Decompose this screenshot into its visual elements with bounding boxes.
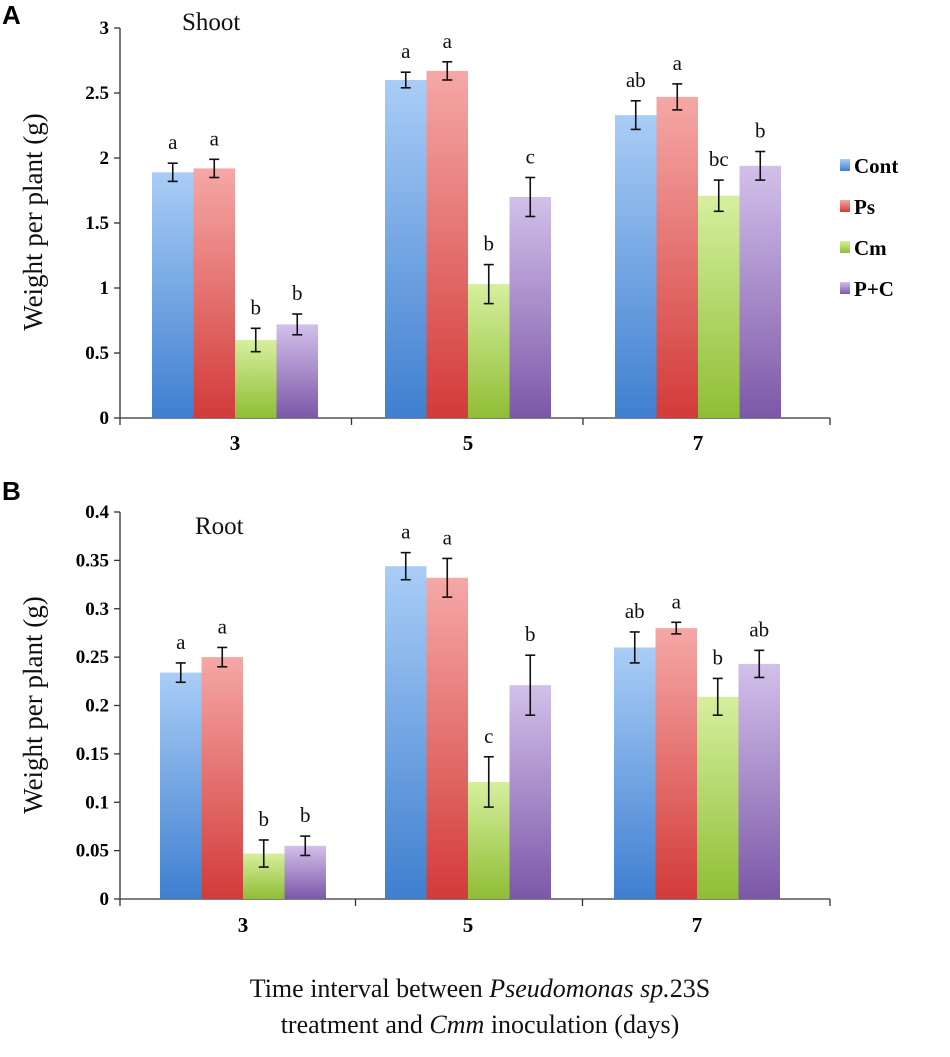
y-tick-label: 1 — [100, 278, 110, 299]
legend-swatch — [840, 159, 850, 171]
bar-ps-day-7 — [656, 96, 698, 419]
panel-label: B — [2, 476, 21, 506]
bar-cont-day-3 — [160, 672, 202, 899]
significance-letter: b — [300, 803, 311, 827]
y-tick-label: 0 — [100, 889, 110, 910]
bar-cont-day-3 — [152, 172, 194, 418]
significance-letter: a — [673, 51, 683, 75]
significance-letter: ab — [626, 68, 646, 92]
y-tick-label: 3 — [100, 18, 110, 39]
legend-item-pplusc: P+C — [840, 277, 894, 301]
x-tick-label: 5 — [463, 431, 474, 455]
significance-letter: a — [210, 126, 220, 150]
bar-cm-day-7 — [698, 195, 740, 418]
bar-cont-day-7 — [615, 115, 657, 418]
bar-pplusc-day-5 — [509, 197, 551, 418]
legend-label: Ps — [854, 195, 875, 219]
x-axis-caption-line-2: treatment and Cmm inoculation (days) — [281, 1010, 680, 1039]
y-tick-label: 0.15 — [76, 744, 109, 765]
legend-item-cm: Cm — [840, 236, 887, 260]
bar-cont-day-5 — [385, 566, 427, 899]
bar-ps-day-5 — [426, 577, 468, 899]
significance-letter: a — [218, 614, 228, 638]
x-tick-label: 3 — [238, 913, 249, 937]
significance-letter: b — [292, 281, 303, 305]
x-tick-label: 7 — [692, 913, 703, 937]
y-tick-label: 0.3 — [85, 599, 109, 620]
significance-letter: bc — [709, 147, 729, 171]
significance-letter: a — [168, 130, 178, 154]
legend-label: Cont — [854, 154, 898, 178]
x-axis-caption-line-1: Time interval between Pseudomonas sp.23S — [250, 974, 711, 1003]
significance-letter: a — [443, 29, 453, 53]
panel-title: Shoot — [182, 9, 240, 36]
significance-letter: b — [713, 645, 724, 669]
panel-label: A — [2, 0, 21, 30]
significance-letter: c — [526, 145, 535, 169]
bar-pplusc-day-3 — [276, 324, 318, 418]
bar-cm-day-7 — [697, 696, 739, 899]
y-tick-label: 0.25 — [76, 647, 109, 668]
x-tick-label: 7 — [693, 431, 704, 455]
significance-letter: a — [401, 520, 411, 544]
y-tick-label: 0.1 — [85, 792, 109, 813]
bar-cont-day-7 — [614, 647, 656, 899]
legend-swatch — [840, 241, 850, 253]
significance-letter: a — [176, 630, 186, 654]
y-tick-label: 2 — [100, 148, 110, 169]
significance-letter: a — [672, 589, 682, 613]
significance-letter: b — [484, 232, 495, 256]
bar-ps-day-3 — [201, 657, 243, 899]
legend-swatch — [840, 282, 850, 294]
significance-letter: a — [443, 525, 453, 549]
legend-label: P+C — [854, 277, 894, 301]
y-tick-label: 0.05 — [76, 841, 109, 862]
legend-label: Cm — [854, 236, 887, 260]
bar-cm-day-5 — [468, 284, 510, 418]
y-tick-label: 1.5 — [85, 213, 109, 234]
y-tick-label: 0.5 — [85, 343, 109, 364]
legend-item-ps: Ps — [840, 195, 875, 219]
x-tick-label: 5 — [463, 913, 474, 937]
y-tick-label: 0.2 — [85, 696, 109, 717]
significance-letter: b — [755, 119, 766, 143]
x-tick-label: 3 — [230, 431, 241, 455]
legend-item-cont: Cont — [840, 154, 898, 178]
y-tick-label: 0.4 — [85, 502, 109, 523]
bar-pplusc-day-5 — [509, 685, 551, 899]
significance-letter: a — [401, 39, 411, 63]
y-axis-label: Weight per plant (g) — [18, 596, 48, 814]
legend: Cont Ps Cm P+C — [840, 154, 898, 301]
panel-title: Root — [195, 513, 244, 540]
bar-cont-day-5 — [385, 80, 427, 418]
y-tick-label: 0 — [100, 408, 110, 429]
bar-ps-day-5 — [426, 70, 468, 419]
significance-letter: ab — [625, 599, 645, 623]
y-tick-label: 2.5 — [85, 83, 109, 104]
bar-pplusc-day-7 — [738, 663, 780, 899]
bar-ps-day-3 — [193, 168, 235, 418]
bar-ps-day-7 — [655, 628, 697, 899]
bar-pplusc-day-7 — [739, 165, 781, 418]
significance-letter: c — [484, 724, 493, 748]
significance-letter: ab — [749, 617, 769, 641]
y-tick-label: 0.35 — [76, 550, 109, 571]
y-axis-label: Weight per plant (g) — [18, 113, 48, 331]
significance-letter: b — [525, 622, 536, 646]
significance-letter: b — [251, 295, 262, 319]
significance-letter: b — [259, 807, 270, 831]
bar-cm-day-3 — [235, 340, 277, 418]
legend-swatch — [840, 200, 850, 212]
